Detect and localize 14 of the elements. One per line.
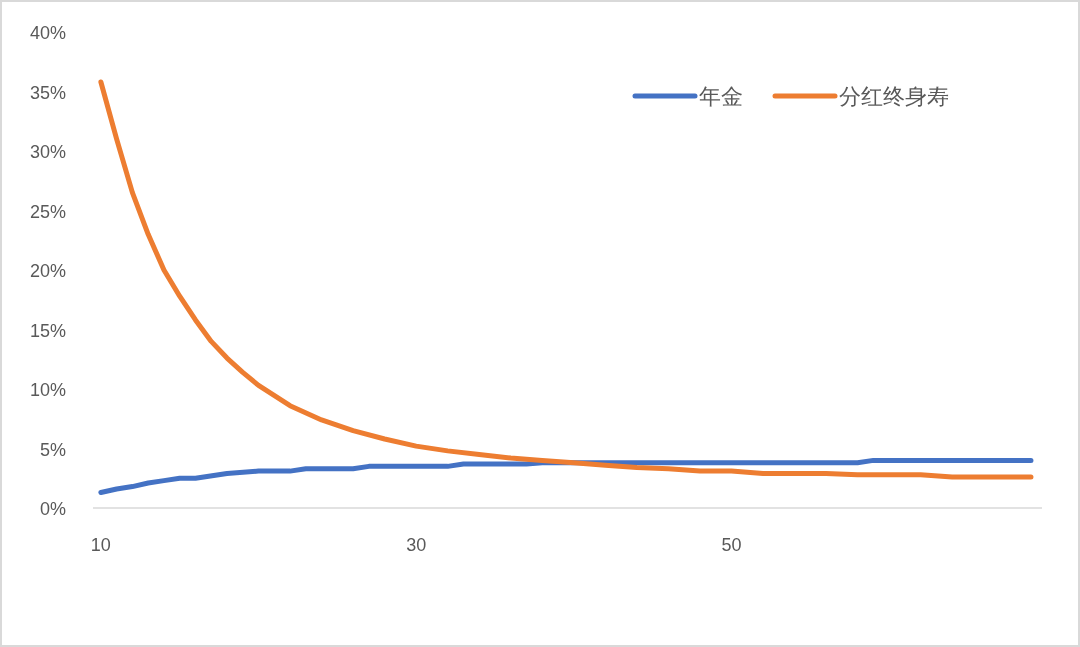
x-tick-label: 10 [90,535,111,555]
legend-label: 分红终身寿 [839,84,949,109]
y-tick-label: 10% [29,380,66,400]
legend-label: 年金 [699,84,743,109]
x-tick-label: 30 [406,535,427,555]
y-tick-label: 0% [39,499,66,519]
y-tick-label: 5% [39,439,66,460]
y-tick-label: 25% [29,201,66,222]
x-tick-label: 50 [721,535,742,555]
y-tick-label: 30% [29,142,66,162]
y-tick-label: 35% [29,82,66,103]
y-tick-label: 15% [29,320,66,341]
y-tick-label: 40% [29,23,66,43]
y-tick-label: 20% [29,261,66,281]
